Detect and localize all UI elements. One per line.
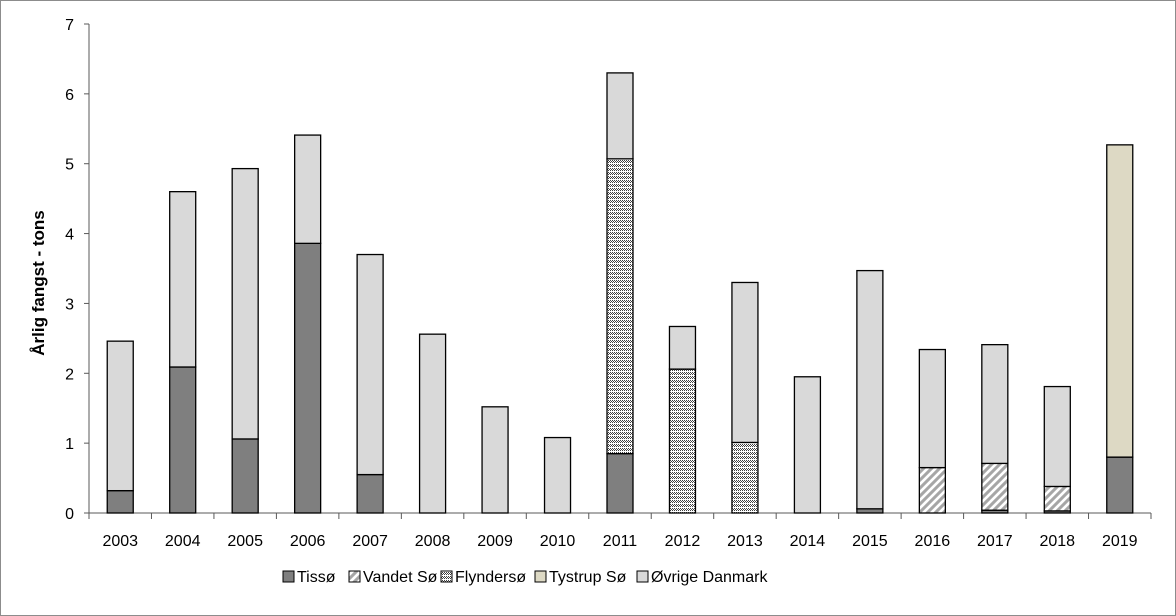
bar-segment <box>606 72 634 160</box>
x-tick-label: 2014 <box>790 533 826 550</box>
y-tick-label: 5 <box>65 157 74 174</box>
legend-label: Tystrup Sø <box>549 569 627 586</box>
y-axis-label: Årlig fangst - tons <box>29 210 48 355</box>
bar-segment <box>793 376 822 514</box>
bar-segment <box>356 473 384 514</box>
bar-segment <box>731 281 759 444</box>
x-tick-label: 2006 <box>290 533 326 550</box>
x-tick-label: 2008 <box>415 533 451 550</box>
bar-segment <box>169 366 197 514</box>
legend-label: Tissø <box>297 569 336 586</box>
bar-segment <box>293 134 322 245</box>
legend-label: Flyndersø <box>455 569 526 586</box>
bar-segment <box>169 191 197 368</box>
bar-segment <box>543 436 572 514</box>
legend: Tissø Vandet Sø Flyndersø Tystrup Sø Øvrige … <box>282 569 768 586</box>
y-tick-label: 6 <box>65 87 74 104</box>
bar-segment <box>106 489 134 514</box>
y-tick-label: 0 <box>65 506 74 523</box>
bar-segment <box>918 466 947 514</box>
legend-swatch <box>440 570 453 583</box>
x-tick-label: 2009 <box>477 533 513 550</box>
y-tick-label: 1 <box>65 436 74 453</box>
bar-segment <box>1106 144 1134 458</box>
x-tick-label: 2015 <box>852 533 888 550</box>
bar-segment <box>981 462 1009 511</box>
bar-segment <box>356 253 384 476</box>
bar-segment <box>981 343 1009 465</box>
legend-swatch <box>534 570 547 583</box>
x-tick-label: 2011 <box>603 533 638 550</box>
x-tick-label: 2007 <box>352 533 388 550</box>
bar-segment <box>918 348 947 469</box>
bar-segment <box>293 242 322 514</box>
x-tick-label: 2019 <box>1102 533 1138 550</box>
y-tick-label: 7 <box>65 17 74 34</box>
y-tick-label: 3 <box>65 296 74 313</box>
x-tick-label: 2010 <box>540 533 576 550</box>
bar-segment <box>606 158 634 455</box>
y-tick-label: 2 <box>65 366 74 383</box>
legend-label: Øvrige Danmark <box>651 569 768 586</box>
bar-segment <box>668 368 697 514</box>
legend-swatch <box>282 570 295 583</box>
bar-segment <box>418 333 447 514</box>
bar-segment <box>1043 485 1071 512</box>
bar-segment <box>231 438 259 514</box>
legend-swatch <box>348 570 361 583</box>
x-tick-labels: 2003 2004 2005 2006 2007 2008 2009 2010 2011 2012… <box>102 533 1137 550</box>
bar-segment <box>231 167 259 440</box>
bar-segment <box>106 340 134 492</box>
x-tick-label: 2013 <box>727 533 763 550</box>
x-tick-label: 2018 <box>1039 533 1075 550</box>
bars <box>106 72 1134 514</box>
bar-segment <box>856 269 884 510</box>
legend-label: Vandet Sø <box>363 569 438 586</box>
y-tick-label: 4 <box>65 227 74 244</box>
x-tick-label: 2017 <box>977 533 1013 550</box>
bar-segment <box>668 325 697 370</box>
bar-segment <box>606 452 634 514</box>
bar-segment <box>1043 385 1071 488</box>
bar-segment <box>1106 456 1134 514</box>
x-tick-label: 2005 <box>227 533 263 550</box>
bar-segment <box>481 406 509 514</box>
x-tick-label: 2004 <box>165 533 201 550</box>
bar-segment <box>731 441 759 514</box>
x-tick-label: 2003 <box>102 533 138 550</box>
x-tick-label: 2012 <box>665 533 701 550</box>
legend-swatch <box>636 570 649 583</box>
y-tick-labels: 0 1 2 3 4 5 6 7 <box>65 17 74 523</box>
x-tick-label: 2016 <box>915 533 951 550</box>
